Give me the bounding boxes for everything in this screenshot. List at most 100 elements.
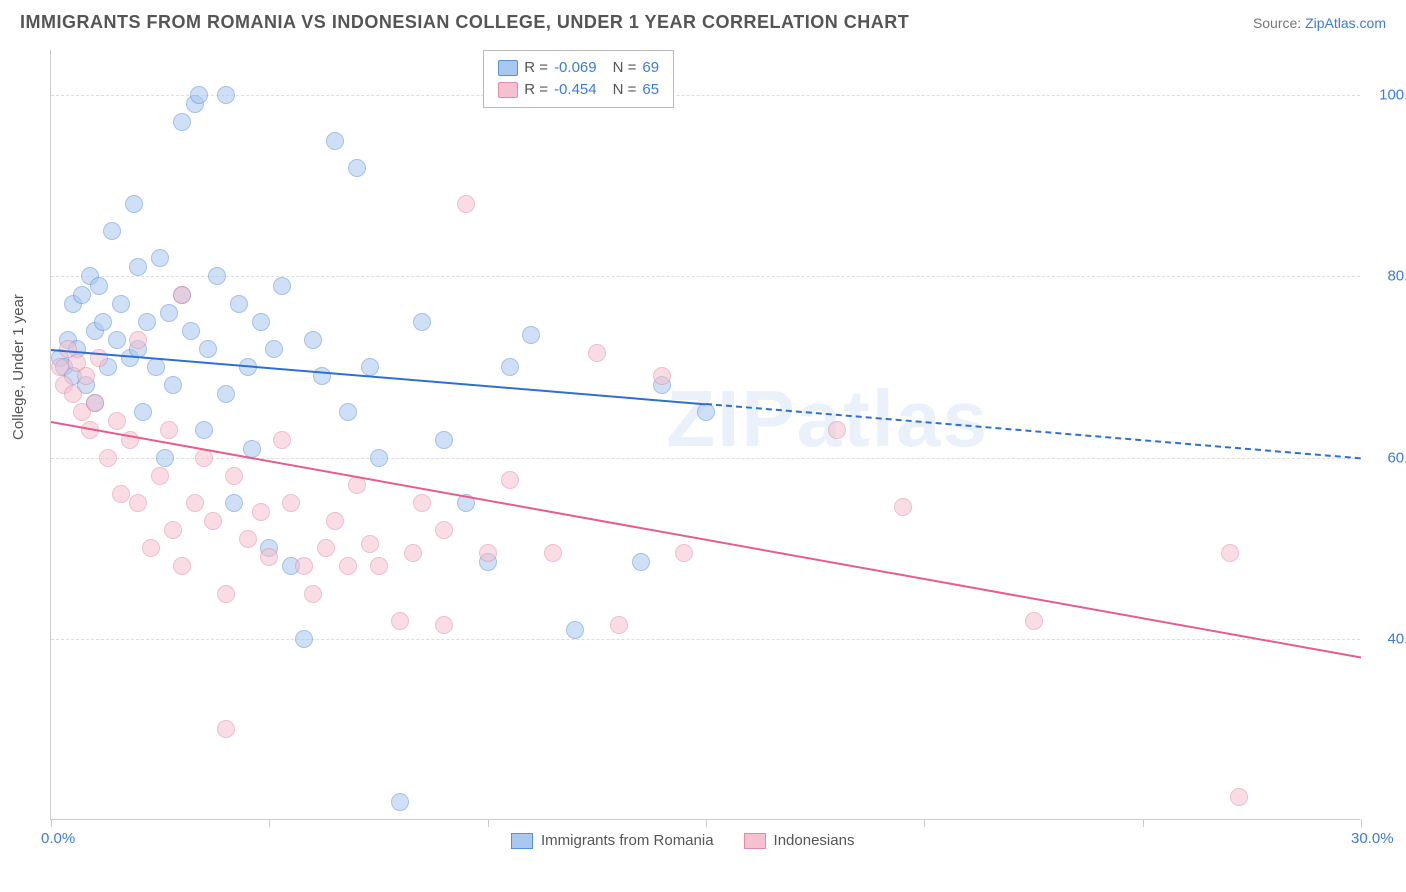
data-point: [164, 376, 182, 394]
x-tick: [269, 819, 270, 827]
x-tick-label: 0.0%: [41, 830, 75, 847]
x-tick: [1143, 819, 1144, 827]
source-prefix: Source:: [1253, 15, 1305, 31]
n-label: N =: [613, 57, 637, 79]
gridline: [51, 95, 1360, 96]
data-point: [675, 544, 693, 562]
n-label: N =: [613, 79, 637, 101]
series-name: Immigrants from Romania: [541, 832, 714, 849]
r-label: R =: [524, 79, 548, 101]
r-value: -0.069: [554, 57, 597, 79]
data-point: [51, 358, 69, 376]
data-point: [370, 557, 388, 575]
data-point: [404, 544, 422, 562]
data-point: [199, 340, 217, 358]
scatter-chart: ZIPatlas 40.0%60.0%80.0%100.0%0.0%30.0%R…: [50, 50, 1360, 820]
data-point: [313, 367, 331, 385]
data-point: [697, 403, 715, 421]
data-point: [361, 358, 379, 376]
data-point: [86, 394, 104, 412]
data-point: [225, 494, 243, 512]
data-point: [273, 431, 291, 449]
y-tick-label: 80.0%: [1387, 268, 1406, 285]
data-point: [239, 530, 257, 548]
watermark: ZIPatlas: [666, 373, 989, 465]
legend-swatch: [498, 82, 518, 98]
data-point: [295, 557, 313, 575]
gridline: [51, 639, 1360, 640]
data-point: [217, 720, 235, 738]
data-point: [108, 412, 126, 430]
data-point: [391, 793, 409, 811]
data-point: [73, 286, 91, 304]
legend-swatch: [511, 833, 533, 849]
data-point: [457, 195, 475, 213]
legend-swatch: [744, 833, 766, 849]
data-point: [142, 539, 160, 557]
data-point: [173, 557, 191, 575]
data-point: [295, 630, 313, 648]
data-point: [164, 521, 182, 539]
data-point: [103, 222, 121, 240]
data-point: [195, 421, 213, 439]
data-point: [588, 344, 606, 362]
data-point: [90, 277, 108, 295]
data-point: [230, 295, 248, 313]
source-label: Source: ZipAtlas.com: [1253, 15, 1386, 31]
data-point: [828, 421, 846, 439]
legend-item: Immigrants from Romania: [511, 832, 714, 849]
data-point: [129, 331, 147, 349]
data-point: [64, 385, 82, 403]
data-point: [151, 249, 169, 267]
data-point: [413, 494, 431, 512]
y-tick-label: 40.0%: [1387, 630, 1406, 647]
data-point: [317, 539, 335, 557]
legend-item: Indonesians: [744, 832, 855, 849]
series-legend: Immigrants from Romania Indonesians: [511, 832, 854, 849]
data-point: [413, 313, 431, 331]
source-link[interactable]: ZipAtlas.com: [1305, 15, 1386, 31]
x-tick: [1361, 819, 1362, 827]
data-point: [566, 621, 584, 639]
data-point: [134, 403, 152, 421]
y-axis-label: College, Under 1 year: [10, 294, 27, 440]
data-point: [260, 548, 278, 566]
x-tick: [488, 819, 489, 827]
data-point: [108, 331, 126, 349]
data-point: [304, 331, 322, 349]
data-point: [112, 295, 130, 313]
data-point: [252, 313, 270, 331]
series-name: Indonesians: [774, 832, 855, 849]
data-point: [173, 113, 191, 131]
data-point: [160, 304, 178, 322]
data-point: [391, 612, 409, 630]
data-point: [243, 440, 261, 458]
legend-row: R = -0.069 N =69: [498, 57, 659, 79]
data-point: [348, 159, 366, 177]
data-point: [282, 494, 300, 512]
trend-line: [706, 403, 1361, 459]
page-title: IMMIGRANTS FROM ROMANIA VS INDONESIAN CO…: [20, 12, 909, 33]
data-point: [522, 326, 540, 344]
data-point: [77, 367, 95, 385]
correlation-legend: R =-0.069N =69R =-0.454N =65: [483, 50, 674, 108]
x-tick: [706, 819, 707, 827]
data-point: [894, 498, 912, 516]
y-tick-label: 60.0%: [1387, 449, 1406, 466]
data-point: [435, 431, 453, 449]
r-value: -0.454: [554, 79, 597, 101]
n-value: 69: [642, 57, 659, 79]
data-point: [156, 449, 174, 467]
x-tick: [51, 819, 52, 827]
data-point: [190, 86, 208, 104]
data-point: [610, 616, 628, 634]
data-point: [304, 585, 322, 603]
legend-swatch: [498, 60, 518, 76]
data-point: [435, 616, 453, 634]
legend-row: R =-0.454N =65: [498, 79, 659, 101]
r-label: R =: [524, 57, 548, 79]
data-point: [501, 471, 519, 489]
data-point: [186, 494, 204, 512]
data-point: [151, 467, 169, 485]
data-point: [225, 467, 243, 485]
